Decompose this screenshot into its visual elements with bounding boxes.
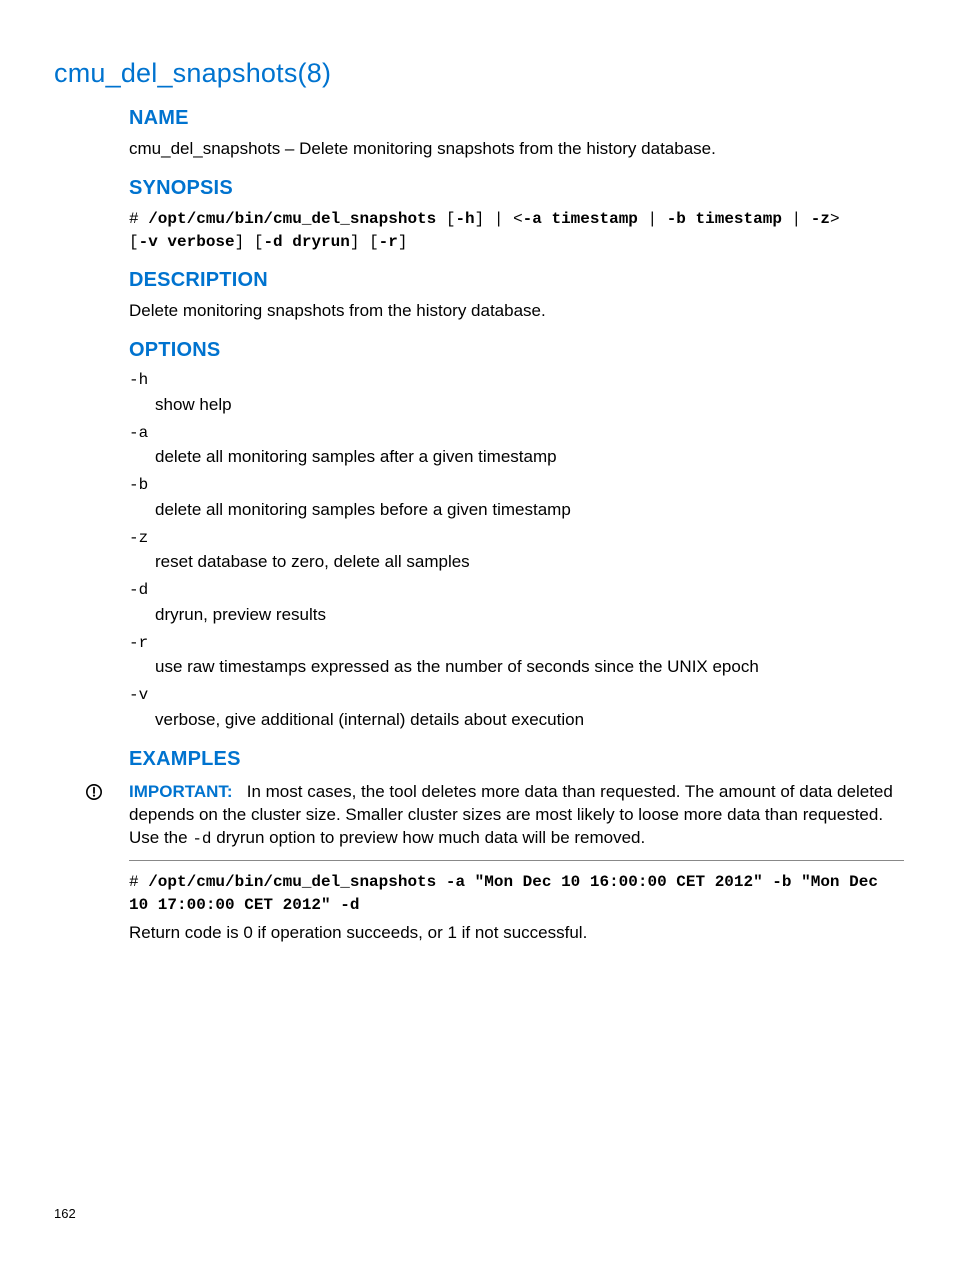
pipe: | xyxy=(638,210,667,228)
important-icon xyxy=(85,783,103,801)
option-flag: -r xyxy=(129,633,904,655)
description-text: Delete monitoring snapshots from the his… xyxy=(129,300,904,323)
important-label: IMPORTANT: xyxy=(129,782,233,801)
bracket: ] xyxy=(475,210,494,228)
options-heading: OPTIONS xyxy=(129,337,904,364)
synopsis-d-flag: -d dryrun xyxy=(263,233,349,251)
options-list: -h show help -a delete all monitoring sa… xyxy=(129,370,904,732)
bracket: ] xyxy=(350,233,369,251)
option-desc: verbose, give additional (internal) deta… xyxy=(155,709,904,732)
option-flag: -h xyxy=(129,370,904,392)
bracket: ] xyxy=(398,233,408,251)
important-note: IMPORTANT: In most cases, the tool delet… xyxy=(129,781,904,861)
option-desc: delete all monitoring samples after a gi… xyxy=(155,446,904,469)
synopsis-r-flag: -r xyxy=(379,233,398,251)
synopsis-h-flag: -h xyxy=(455,210,474,228)
page-title: cmu_del_snapshots(8) xyxy=(54,55,904,91)
angle-open: < xyxy=(503,210,522,228)
man-page: cmu_del_snapshots(8) NAME cmu_del_snapsh… xyxy=(0,0,954,1271)
examples-heading: EXAMPLES xyxy=(129,746,904,773)
option-desc: reset database to zero, delete all sampl… xyxy=(155,551,904,574)
example-command: # /opt/cmu/bin/cmu_del_snapshots -a "Mon… xyxy=(129,871,904,917)
return-code-text: Return code is 0 if operation succeeds, … xyxy=(129,922,904,945)
important-body-post: dryrun option to preview how much data w… xyxy=(212,828,646,847)
option-flag: -z xyxy=(129,528,904,550)
option-desc: dryrun, preview results xyxy=(155,604,904,627)
description-heading: DESCRIPTION xyxy=(129,267,904,294)
option-flag: -a xyxy=(129,423,904,445)
option-flag: -d xyxy=(129,580,904,602)
synopsis-heading: SYNOPSIS xyxy=(129,175,904,202)
synopsis-z-flag: -z xyxy=(811,210,830,228)
synopsis-cmd: /opt/cmu/bin/cmu_del_snapshots xyxy=(148,210,436,228)
option-desc: use raw timestamps expressed as the numb… xyxy=(155,656,904,679)
hash-prompt: # xyxy=(129,873,148,891)
name-heading: NAME xyxy=(129,105,904,132)
synopsis-b-flag: -b timestamp xyxy=(667,210,782,228)
synopsis-v-flag: -v verbose xyxy=(139,233,235,251)
option-flag: -b xyxy=(129,475,904,497)
option-flag: -v xyxy=(129,685,904,707)
option-desc: delete all monitoring samples before a g… xyxy=(155,499,904,522)
pipe: | xyxy=(782,210,811,228)
hash-prompt: # xyxy=(129,210,148,228)
important-text: IMPORTANT: In most cases, the tool delet… xyxy=(129,781,904,850)
synopsis-line-1: # /opt/cmu/bin/cmu_del_snapshots [-h] | … xyxy=(129,208,904,253)
option-desc: show help xyxy=(155,394,904,417)
content-block: NAME cmu_del_snapshots – Delete monitori… xyxy=(129,105,904,944)
name-text: cmu_del_snapshots – Delete monitoring sn… xyxy=(129,138,904,161)
bracket: [ xyxy=(254,233,264,251)
angle-close: > xyxy=(830,210,840,228)
example-command-text: /opt/cmu/bin/cmu_del_snapshots -a "Mon D… xyxy=(129,873,878,914)
bracket: ] xyxy=(235,233,254,251)
bracket: [ xyxy=(369,233,379,251)
synopsis-a-flag: -a timestamp xyxy=(523,210,638,228)
page-number: 162 xyxy=(54,1205,76,1223)
bracket: [ xyxy=(129,233,139,251)
bracket: [ xyxy=(436,210,455,228)
important-flag: -d xyxy=(192,830,211,848)
